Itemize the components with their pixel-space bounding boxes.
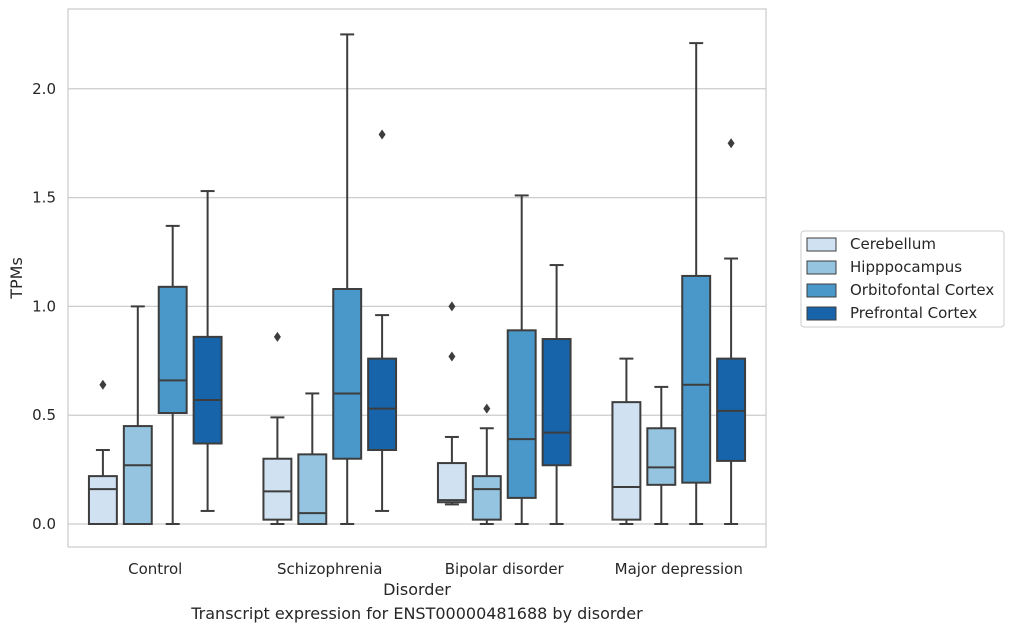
outlier-point	[727, 138, 735, 149]
box-group	[436, 301, 467, 506]
box-group	[262, 331, 293, 525]
x-tick-label: Bipolar disorder	[445, 560, 565, 578]
box-group	[367, 129, 398, 512]
box	[122, 425, 153, 525]
box-group	[87, 379, 118, 525]
figure-caption: Transcript expression for ENST0000048168…	[191, 604, 643, 623]
box	[541, 338, 572, 467]
legend-frame	[800, 230, 1005, 328]
box	[716, 357, 747, 462]
box	[611, 401, 642, 521]
box-group	[471, 403, 502, 525]
y-axis-label: TPMs	[7, 257, 26, 300]
box	[332, 287, 363, 460]
legend-swatch	[806, 283, 837, 298]
outlier-point	[448, 301, 456, 312]
legend: Cerebellum Hipppocampus Orbitofontal Corte…	[800, 230, 1005, 328]
legend-swatch	[806, 260, 837, 275]
box-group	[611, 357, 642, 525]
box	[506, 329, 537, 499]
y-tick-label: 1.5	[32, 189, 56, 207]
y-tick-label: 0.5	[32, 406, 56, 424]
legend-items: Cerebellum Hipppocampus Orbitofontal Corte…	[806, 235, 994, 322]
legend-label: Orbitofontal Cortex	[850, 281, 994, 299]
x-tick-label: Schizophrenia	[277, 560, 382, 578]
outlier-point	[273, 331, 281, 342]
box-group	[506, 194, 537, 525]
box	[681, 274, 712, 484]
outlier-point	[483, 403, 491, 414]
outlier-point	[378, 129, 386, 140]
box-group	[716, 138, 747, 525]
box	[436, 462, 467, 504]
box	[87, 475, 118, 525]
box	[192, 335, 223, 445]
legend-swatch	[806, 306, 837, 321]
x-tick-labels: Control Schizophrenia Bipolar disorder Majo…	[128, 560, 743, 578]
legend-label: Hipppocampus	[850, 258, 962, 276]
box-group	[297, 392, 328, 526]
y-tick-label: 1.0	[32, 297, 56, 315]
box	[471, 475, 502, 521]
box-group	[192, 190, 223, 512]
legend-swatch	[806, 237, 837, 252]
box	[646, 427, 677, 486]
box-group	[681, 42, 712, 525]
y-tick-labels: 0.0 0.5 1.0 1.5 2.0	[32, 80, 56, 533]
box-layer	[87, 33, 747, 526]
legend-label: Prefrontal Cortex	[850, 304, 977, 322]
box	[157, 285, 188, 415]
outlier-point	[99, 379, 107, 390]
x-tick-label: Control	[128, 560, 182, 578]
y-tick-label: 0.0	[32, 515, 56, 533]
box-group	[122, 305, 153, 525]
box-group	[541, 264, 572, 525]
box	[262, 457, 293, 521]
plot-frame	[67, 8, 767, 548]
x-axis-label: Disorder	[383, 580, 451, 599]
legend-label: Cerebellum	[850, 235, 936, 253]
box-plot-chart: 0.0 0.5 1.0 1.5 2.0 Control Schizophrenia Bipo…	[7, 8, 1005, 599]
box	[367, 357, 398, 452]
outlier-point	[448, 351, 456, 362]
box-group	[332, 33, 363, 525]
x-tick-label: Major depression	[615, 560, 743, 578]
y-tick-label: 2.0	[32, 80, 56, 98]
box-group	[646, 385, 677, 525]
box-group	[157, 224, 188, 525]
